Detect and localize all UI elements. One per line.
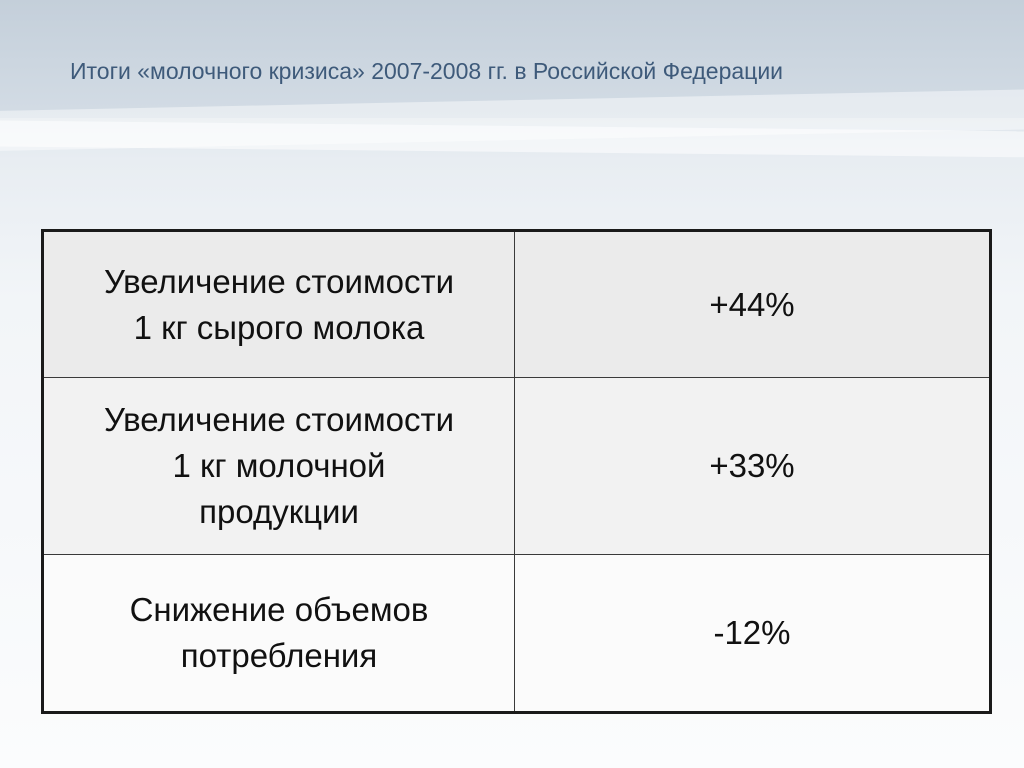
row-label-line: Увеличение стоимости	[103, 262, 455, 300]
row-label-line: 1 кг молочной	[172, 447, 386, 484]
results-table: Увеличение стоимости 1 кг сырого молока …	[41, 229, 992, 714]
row-label-line: продукции	[199, 493, 359, 530]
row-label-line: 1 кг сырого молока	[133, 308, 425, 346]
row-label-line: Снижение объемов	[129, 591, 429, 628]
row-value-cell: +44%	[514, 230, 991, 378]
slide-title: Итоги «молочного кризиса» 2007-2008 гг. …	[70, 58, 784, 84]
row-label-cell: Увеличение стоимости 1 кг сырого молока	[42, 230, 515, 378]
row-label-line: потребления	[180, 637, 378, 674]
table-row: Увеличение стоимости 1 кг молочной проду…	[42, 377, 991, 555]
row-label-cell: Увеличение стоимости 1 кг молочной проду…	[42, 377, 515, 555]
header-band-dark	[0, 0, 1024, 118]
table-row: Увеличение стоимости 1 кг сырого молока …	[42, 230, 991, 378]
header-band	[0, 0, 1024, 158]
row-label-cell: Снижение объемов потребления	[42, 554, 515, 713]
table-row: Снижение объемов потребления -12%	[42, 554, 991, 713]
row-label-line: Увеличение стоимости	[103, 401, 455, 438]
row-value-cell: -12%	[514, 554, 991, 713]
row-value-cell: +33%	[514, 377, 991, 555]
